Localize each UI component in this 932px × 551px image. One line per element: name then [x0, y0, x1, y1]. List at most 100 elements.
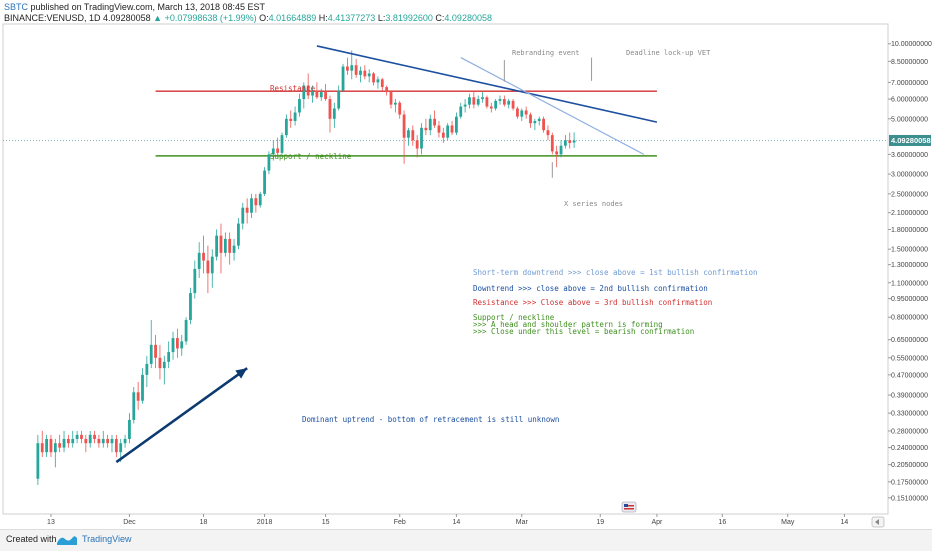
high-value: 4.41377273: [327, 13, 376, 23]
candle-body: [559, 145, 563, 155]
candle-body: [411, 130, 415, 141]
candle-body: [459, 106, 463, 117]
y-tick-label: 1.50000000: [891, 247, 928, 254]
candle-body: [40, 443, 44, 453]
candle: [276, 137, 280, 158]
candle: [498, 95, 502, 105]
candle: [341, 63, 345, 93]
x-tick-label: 14: [841, 519, 849, 526]
candle: [40, 430, 44, 458]
candle: [459, 102, 463, 119]
y-tick-label: 0.33000000: [891, 411, 928, 418]
candle-body: [507, 100, 511, 105]
levels-layer: [155, 90, 657, 157]
author-link[interactable]: SBTC: [4, 2, 29, 12]
candle: [398, 100, 402, 119]
close-value: 4.09280058: [444, 13, 492, 23]
candle-body: [175, 338, 179, 349]
candle: [376, 76, 380, 89]
candle-body: [254, 198, 258, 206]
candle-body: [223, 238, 227, 253]
candle-body: [450, 125, 454, 133]
x-tick-label: May: [781, 519, 795, 526]
candle-body: [128, 419, 131, 439]
candle-body: [258, 193, 262, 206]
support-label: Support / neckline: [270, 152, 352, 161]
candle: [66, 434, 70, 448]
candle-body: [167, 352, 171, 362]
price-chart[interactable]: 10.00000000 8.50000000 7.00000000 6.0000000…: [0, 0, 932, 529]
candle: [563, 135, 567, 149]
candle-body: [324, 92, 328, 100]
candle-body: [402, 114, 406, 138]
candle-body: [437, 125, 441, 133]
candle-body: [58, 443, 62, 448]
candle-body: [101, 438, 105, 444]
note-downtrend: Downtrend >>> close above = 2nd bullish …: [473, 284, 708, 293]
y-tick-label: 2.50000000: [891, 191, 928, 198]
candle-body: [202, 252, 205, 261]
candle: [324, 83, 328, 101]
high-label: H:: [318, 13, 328, 23]
candle: [559, 140, 563, 158]
note-support-line-1: >>> A head and shoulder pattern is formi…: [473, 320, 663, 329]
candle: [267, 151, 271, 175]
candle: [550, 132, 554, 155]
candle-body: [428, 118, 432, 131]
candle: [149, 319, 153, 369]
candle: [293, 106, 297, 126]
y-tick-label: 7.00000000: [891, 80, 928, 87]
footer-bar: Created with TradingView: [0, 529, 932, 551]
candle-body: [350, 65, 354, 71]
scroll-to-realtime-icon[interactable]: [871, 516, 885, 528]
uptrend-arrow-line: [115, 367, 248, 464]
price-change: +0.07998638 (+1.99%): [164, 13, 257, 23]
candle-body: [219, 235, 223, 253]
candle: [62, 430, 66, 453]
published-text: published on TradingView.com, March 13, …: [30, 2, 266, 12]
y-tick-label: 0.28000000: [891, 428, 928, 435]
candle: [542, 116, 545, 133]
candle: [363, 65, 367, 80]
candle-body: [494, 100, 498, 109]
candle: [123, 434, 127, 448]
candle: [385, 85, 389, 96]
candle-body: [302, 85, 306, 100]
candle: [175, 328, 179, 358]
note-resistance: Resistance >>> Close above = 3rd bullish…: [473, 298, 712, 307]
candle: [136, 381, 140, 410]
candle: [263, 167, 266, 197]
tradingview-brand[interactable]: TradingView: [82, 534, 132, 544]
candle-body: [215, 235, 219, 257]
candle: [228, 232, 232, 265]
candle-body: [385, 87, 389, 93]
candle: [415, 135, 419, 158]
candle-body: [171, 338, 175, 353]
candle: [75, 430, 79, 444]
candle: [49, 434, 53, 458]
candle: [197, 242, 201, 278]
candle: [367, 69, 371, 83]
candle-body: [533, 120, 537, 124]
candle: [537, 116, 541, 126]
candle-body: [276, 148, 280, 153]
candle-body: [228, 238, 232, 253]
candle-body: [520, 110, 524, 117]
candle-body: [363, 70, 367, 77]
candle-body: [84, 438, 88, 444]
candle: [568, 132, 572, 149]
candle: [332, 102, 336, 128]
candle-body: [53, 443, 57, 453]
symbol-name: BINANCE:VENUSD, 1D: [4, 13, 101, 23]
candle: [167, 341, 171, 369]
candle: [306, 73, 310, 100]
candle-body: [524, 110, 528, 115]
candle-body: [319, 92, 323, 98]
candle: [93, 430, 96, 444]
open-value: 4.01664889: [268, 13, 317, 23]
candle: [311, 85, 314, 103]
candle-body: [472, 97, 476, 105]
candle-body: [546, 130, 550, 136]
flag-icon[interactable]: [621, 501, 637, 513]
candle: [145, 355, 149, 388]
